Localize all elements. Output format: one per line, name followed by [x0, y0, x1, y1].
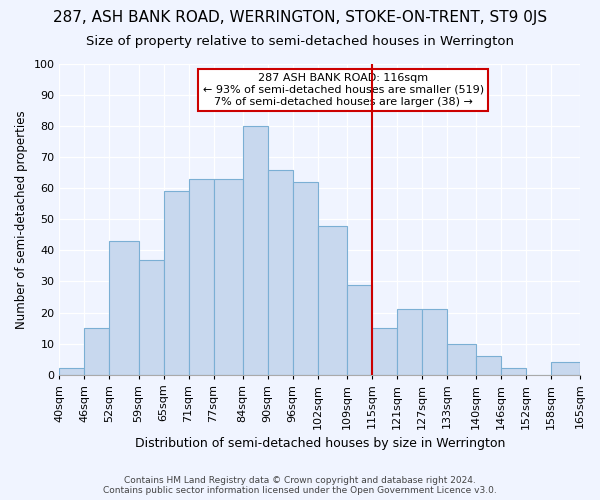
Bar: [372, 328, 397, 374]
X-axis label: Distribution of semi-detached houses by size in Werrington: Distribution of semi-detached houses by …: [134, 437, 505, 450]
Bar: [501, 368, 526, 374]
Bar: [551, 362, 580, 374]
Bar: [447, 344, 476, 374]
Text: Contains HM Land Registry data © Crown copyright and database right 2024.
Contai: Contains HM Land Registry data © Crown c…: [103, 476, 497, 495]
Text: 287, ASH BANK ROAD, WERRINGTON, STOKE-ON-TRENT, ST9 0JS: 287, ASH BANK ROAD, WERRINGTON, STOKE-ON…: [53, 10, 547, 25]
Text: 287 ASH BANK ROAD: 116sqm
← 93% of semi-detached houses are smaller (519)
7% of : 287 ASH BANK ROAD: 116sqm ← 93% of semi-…: [203, 74, 484, 106]
Bar: [317, 226, 347, 374]
Bar: [476, 356, 501, 374]
Bar: [580, 368, 600, 374]
Bar: [139, 260, 164, 374]
Bar: [422, 310, 447, 374]
Bar: [109, 241, 139, 374]
Bar: [164, 192, 188, 374]
Bar: [59, 368, 85, 374]
Text: Size of property relative to semi-detached houses in Werrington: Size of property relative to semi-detach…: [86, 35, 514, 48]
Bar: [214, 179, 242, 374]
Bar: [293, 182, 317, 374]
Bar: [85, 328, 109, 374]
Bar: [347, 284, 372, 374]
Y-axis label: Number of semi-detached properties: Number of semi-detached properties: [15, 110, 28, 328]
Bar: [242, 126, 268, 374]
Bar: [188, 179, 214, 374]
Bar: [268, 170, 293, 374]
Bar: [397, 310, 422, 374]
